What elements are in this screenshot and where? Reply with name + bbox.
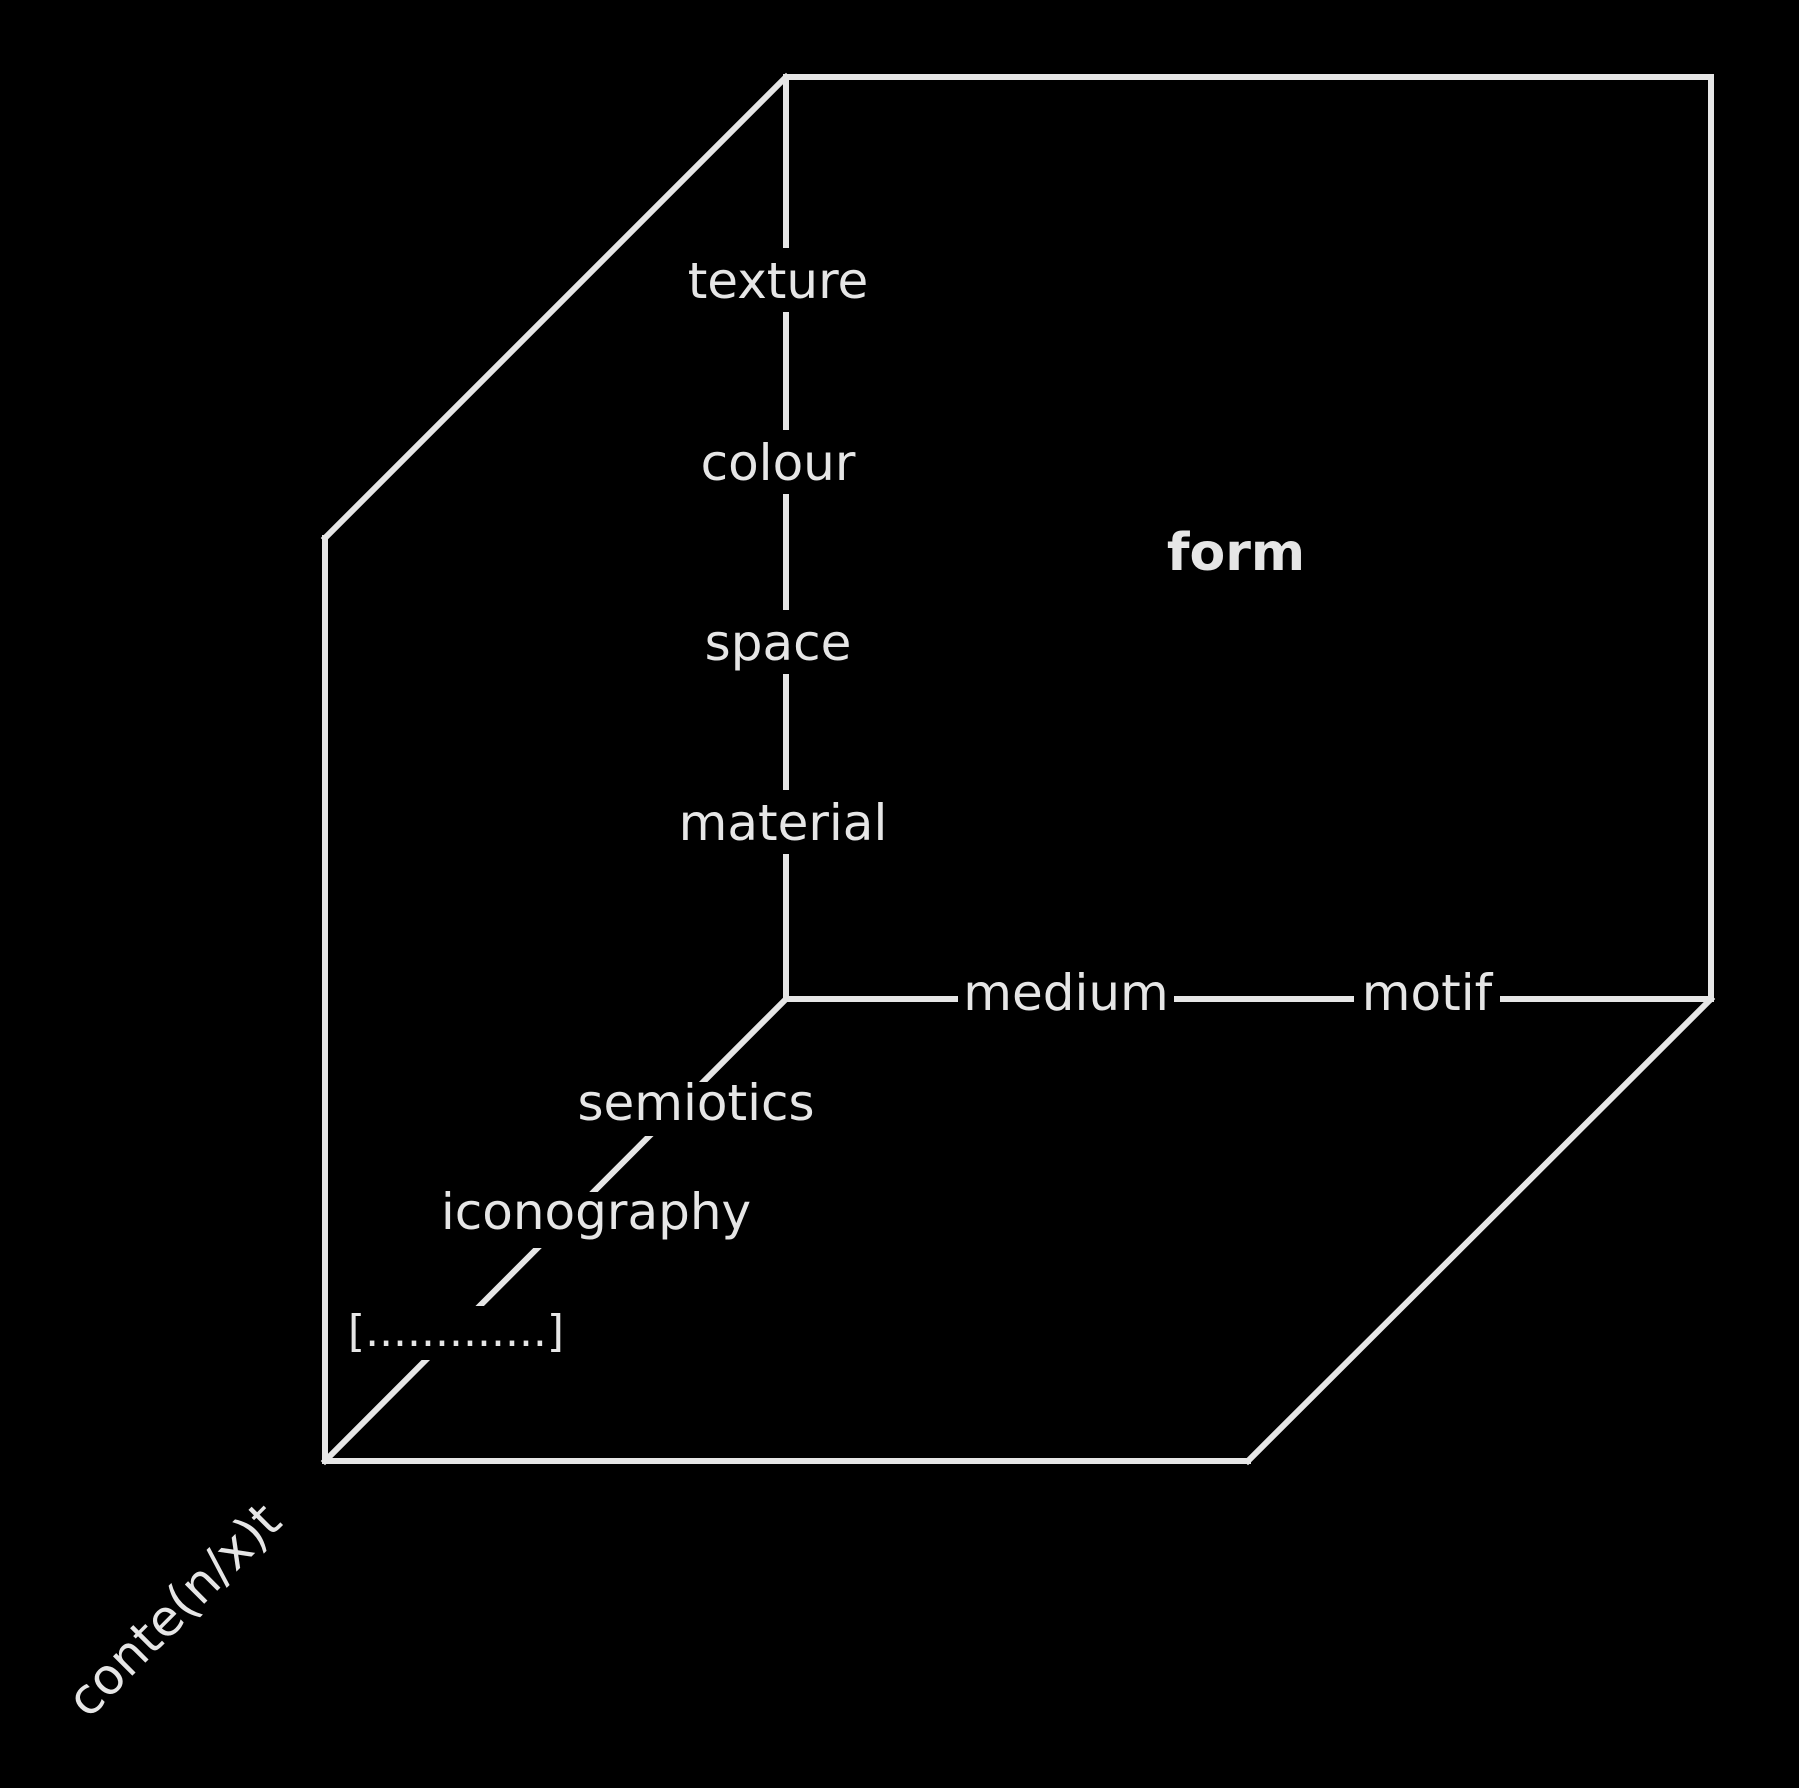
label-semiotics: semiotics [577,1074,814,1132]
depth-axis-labels: semiotics iconography [.............] [348,1074,815,1360]
label-space: space [705,614,852,672]
label-motif: motif [1362,964,1494,1022]
label-material: material [679,794,888,852]
label-context: conte(n/x)t [56,1492,293,1729]
cube-frame [320,72,1716,1466]
bottom-right-depth-edge [1243,994,1716,1466]
label-placeholder: [.............] [348,1306,564,1357]
axes [320,74,1714,1466]
label-texture: texture [688,252,869,310]
label-colour: colour [701,434,856,492]
label-form: form [1167,523,1305,583]
label-iconography: iconography [441,1183,751,1241]
label-medium: medium [963,964,1169,1022]
top-left-depth-edge [320,72,791,543]
vertical-axis-labels: texture colour space material [676,248,896,854]
horizontal-axis-labels: medium motif [958,960,1500,1024]
